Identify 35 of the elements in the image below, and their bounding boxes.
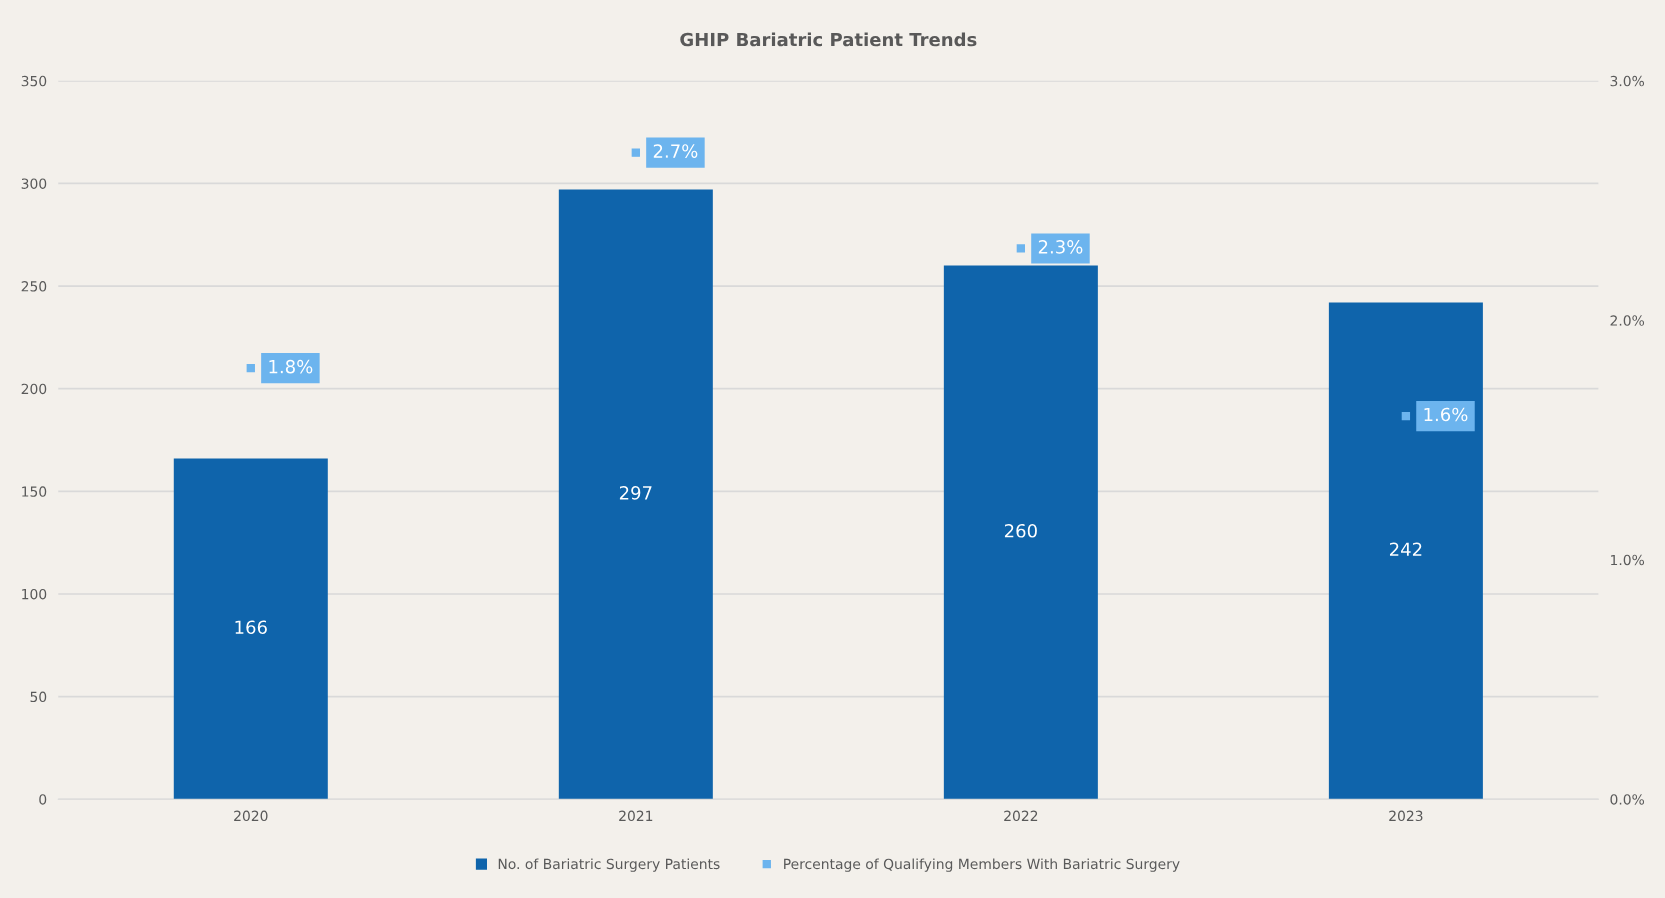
y-tick-label: 300 (21, 178, 47, 189)
y-tick-label: 150 (22, 486, 47, 497)
data-label: 2.7% (653, 144, 698, 158)
data-label: 166 (235, 620, 267, 635)
legend-label: Percentage of Qualifying Members With Bariatric Surgery (784, 858, 1180, 872)
y-tick-label: 0 (39, 794, 47, 805)
y2-tick-label: 0.0% (1610, 794, 1645, 805)
y-tick-label: 350 (21, 75, 47, 87)
point (246, 364, 255, 373)
y-tick-label: 200 (21, 383, 47, 395)
point (1401, 411, 1411, 421)
y-tick-label: 250 (21, 281, 47, 292)
data-label: 1.8% (269, 359, 313, 374)
x-tick-label: 2022 (1004, 810, 1038, 822)
y2-tick-label: 3.0% (1610, 75, 1645, 87)
bar (173, 458, 328, 800)
y2-tick-label: 1.0% (1611, 554, 1645, 566)
data-label: 1.6% (1424, 407, 1468, 422)
legend-label: No. of Bariatric Surgery Patients (498, 858, 720, 872)
point (1016, 244, 1026, 253)
y2-tick-label: 2.0% (1610, 315, 1645, 326)
bar (1328, 302, 1483, 800)
point (631, 148, 640, 157)
bar (558, 189, 713, 800)
x-tick-label: 2021 (619, 810, 653, 822)
x-tick-label: 2020 (234, 810, 268, 822)
y-tick-label: 50 (30, 691, 47, 703)
data-label: 260 (1004, 523, 1037, 538)
chart-title: GHIP Bariatric Patient Trends (680, 32, 977, 47)
data-label: 242 (1389, 542, 1422, 556)
y-tick-label: 100 (22, 588, 47, 600)
bar (943, 265, 1098, 800)
data-label: 297 (619, 485, 652, 500)
x-tick-label: 2023 (1389, 810, 1423, 822)
data-label: 2.3% (1038, 240, 1083, 254)
